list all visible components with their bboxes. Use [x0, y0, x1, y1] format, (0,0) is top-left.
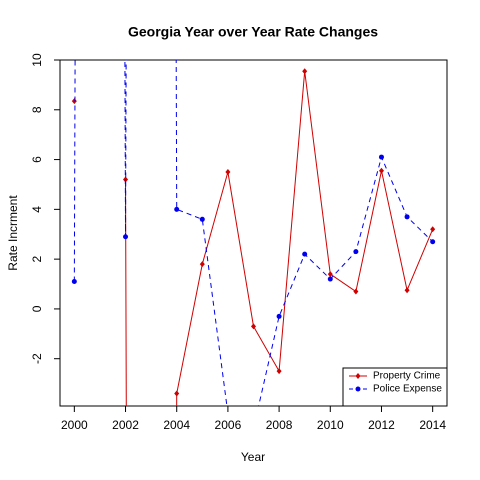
series-line: [73, 60, 434, 406]
x-tick-label: 2002: [112, 418, 139, 432]
point: [123, 234, 129, 240]
y-tick-label: 0: [30, 305, 44, 312]
y-tick-label: 6: [30, 156, 44, 163]
point: [353, 288, 359, 295]
point: [430, 239, 436, 245]
point: [327, 271, 333, 278]
chart-title: Georgia Year over Year Rate Changes: [128, 24, 378, 40]
point: [355, 373, 361, 379]
y-tick-label: 2: [30, 255, 44, 262]
x-tick-label: 2014: [419, 418, 446, 432]
y-tick-label: 8: [30, 106, 44, 113]
point: [302, 251, 308, 257]
x-tick-label: 2004: [163, 418, 190, 432]
y-tick-label: -2: [30, 353, 44, 364]
point: [404, 214, 410, 220]
point: [353, 249, 359, 255]
x-tick-label: 2000: [61, 418, 88, 432]
y-axis-label: Rate Incrment: [6, 195, 20, 271]
point: [378, 154, 384, 160]
y-tick-label: 10: [30, 53, 44, 67]
y-tick-label: 4: [30, 206, 44, 213]
plot-frame: [59, 59, 448, 407]
point: [174, 206, 180, 212]
point: [404, 287, 410, 294]
point: [355, 386, 361, 392]
point: [71, 98, 77, 105]
point: [251, 426, 256, 431]
x-tick-label: 2012: [368, 418, 395, 432]
point: [302, 68, 308, 75]
point: [251, 323, 256, 330]
point: [174, 390, 180, 397]
point: [276, 368, 282, 375]
x-tick-label: 2006: [215, 418, 242, 432]
point: [199, 216, 205, 222]
point: [327, 276, 333, 282]
point: [225, 169, 231, 176]
point: [199, 261, 205, 268]
point: [276, 313, 282, 319]
point: [378, 167, 384, 174]
point: [430, 226, 436, 233]
legend-label: Police Expense: [373, 384, 442, 395]
x-axis-label: Year: [241, 450, 265, 464]
legend-box: [342, 367, 448, 407]
legend-label: Property Crime: [373, 371, 441, 382]
point: [71, 279, 77, 285]
x-tick-label: 2010: [317, 418, 344, 432]
plot-area: [71, 60, 436, 431]
x-tick-label: 2008: [266, 418, 293, 432]
